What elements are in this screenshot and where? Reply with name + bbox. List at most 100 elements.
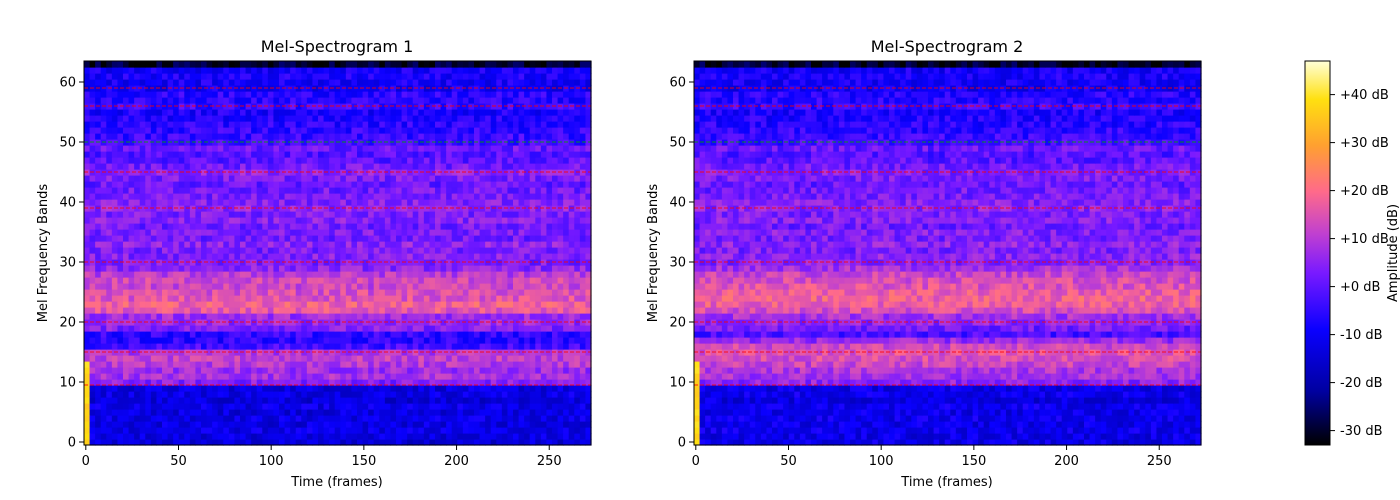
heatmap-cell bbox=[145, 241, 152, 248]
heatmap-cell bbox=[279, 163, 286, 170]
heatmap-cell bbox=[150, 409, 158, 416]
heatmap-cell bbox=[579, 265, 587, 272]
heatmap-cell bbox=[546, 145, 553, 152]
heatmap-cell bbox=[100, 187, 107, 194]
heatmap-cell bbox=[468, 295, 475, 302]
heatmap-cell bbox=[284, 211, 291, 218]
heatmap-cell bbox=[390, 193, 397, 200]
heatmap-cell bbox=[128, 193, 135, 200]
heatmap-cell bbox=[323, 253, 330, 260]
heatmap-cell bbox=[228, 373, 236, 380]
heatmap-cell bbox=[429, 325, 436, 332]
heatmap-cell bbox=[462, 337, 470, 344]
heatmap-cell bbox=[139, 127, 146, 134]
heatmap-cell bbox=[479, 241, 486, 248]
heatmap-cell bbox=[362, 211, 369, 218]
heatmap-cell bbox=[312, 175, 319, 182]
heatmap-cell bbox=[295, 241, 302, 248]
heatmap-cell bbox=[123, 343, 130, 350]
heatmap-cell bbox=[312, 337, 319, 344]
heatmap-cell bbox=[373, 127, 380, 134]
heatmap-cell bbox=[490, 175, 497, 182]
heatmap-cell bbox=[189, 367, 197, 374]
heatmap-cell bbox=[535, 199, 542, 206]
heatmap-cell bbox=[457, 193, 464, 200]
heatmap-cell bbox=[368, 115, 375, 122]
heatmap-cell bbox=[384, 187, 392, 194]
heatmap-cell bbox=[357, 211, 364, 218]
heatmap-cell bbox=[446, 409, 453, 416]
heatmap-cell bbox=[546, 121, 553, 128]
heatmap-cell bbox=[546, 427, 553, 434]
heatmap-cell bbox=[117, 271, 124, 278]
heatmap-cell bbox=[462, 175, 470, 182]
heatmap-cell bbox=[212, 187, 219, 194]
heatmap-cell bbox=[195, 187, 202, 194]
heatmap-cell bbox=[139, 121, 146, 128]
heatmap-cell bbox=[384, 289, 392, 296]
heatmap-cell bbox=[446, 319, 453, 326]
heatmap-cell bbox=[496, 223, 503, 230]
heatmap-cell bbox=[195, 247, 202, 254]
heatmap-cell bbox=[100, 277, 107, 284]
heatmap-cell bbox=[111, 235, 119, 242]
heatmap-cell bbox=[384, 427, 392, 434]
heatmap-cell bbox=[390, 427, 397, 434]
heatmap-cell bbox=[579, 217, 587, 224]
heatmap-cell bbox=[234, 313, 241, 320]
heatmap-cell bbox=[84, 133, 91, 140]
heatmap-cell bbox=[167, 379, 174, 386]
heatmap-cell bbox=[524, 337, 531, 344]
heatmap-cell bbox=[312, 151, 319, 158]
heatmap-cell bbox=[446, 115, 453, 122]
heatmap-cell bbox=[111, 223, 119, 230]
heatmap-cell bbox=[446, 325, 453, 332]
heatmap-cell bbox=[345, 229, 353, 236]
heatmap-cell bbox=[418, 121, 425, 128]
heatmap-cell bbox=[139, 403, 146, 410]
heatmap-cell bbox=[340, 433, 347, 440]
heatmap-cell bbox=[318, 247, 325, 254]
heatmap-cell bbox=[334, 271, 341, 278]
heatmap-cell bbox=[106, 409, 113, 416]
heatmap-cell bbox=[435, 337, 442, 344]
heatmap-cell bbox=[552, 307, 559, 314]
heatmap-cell bbox=[212, 433, 219, 440]
heatmap-cell bbox=[267, 145, 275, 152]
heatmap-cell bbox=[451, 343, 458, 350]
heatmap-cell bbox=[111, 151, 119, 158]
heatmap-cell bbox=[579, 367, 587, 374]
heatmap-cell bbox=[440, 397, 447, 404]
heatmap-cell bbox=[295, 175, 302, 182]
heatmap-cell bbox=[507, 409, 514, 416]
heatmap-cell bbox=[574, 157, 581, 164]
heatmap-cell bbox=[329, 427, 336, 434]
heatmap-cell bbox=[279, 235, 286, 242]
heatmap-cell bbox=[362, 325, 369, 332]
heatmap-cell bbox=[111, 277, 119, 284]
heatmap-cell bbox=[474, 289, 481, 296]
heatmap-cell bbox=[89, 145, 96, 152]
heatmap-cell bbox=[446, 145, 453, 152]
heatmap-cell bbox=[362, 343, 369, 350]
heatmap-cell bbox=[123, 163, 130, 170]
heatmap-cell bbox=[279, 379, 286, 386]
heatmap-cell bbox=[323, 361, 330, 368]
heatmap-cell bbox=[552, 325, 559, 332]
heatmap-cell bbox=[318, 433, 325, 440]
heatmap-cell bbox=[189, 193, 197, 200]
heatmap-cell bbox=[423, 397, 431, 404]
heatmap-cell bbox=[123, 331, 130, 338]
heatmap-cell bbox=[396, 313, 403, 320]
heatmap-cell bbox=[468, 337, 475, 344]
heatmap-cell bbox=[156, 193, 163, 200]
heatmap-cell bbox=[585, 331, 592, 338]
heatmap-cell bbox=[279, 277, 286, 284]
heatmap-cell bbox=[418, 373, 425, 380]
heatmap-cell bbox=[150, 343, 158, 350]
heatmap-cell bbox=[245, 265, 252, 272]
heatmap-cell bbox=[373, 391, 380, 398]
heatmap-cell bbox=[451, 157, 458, 164]
heatmap-cell bbox=[117, 289, 124, 296]
heatmap-cell bbox=[212, 253, 219, 260]
